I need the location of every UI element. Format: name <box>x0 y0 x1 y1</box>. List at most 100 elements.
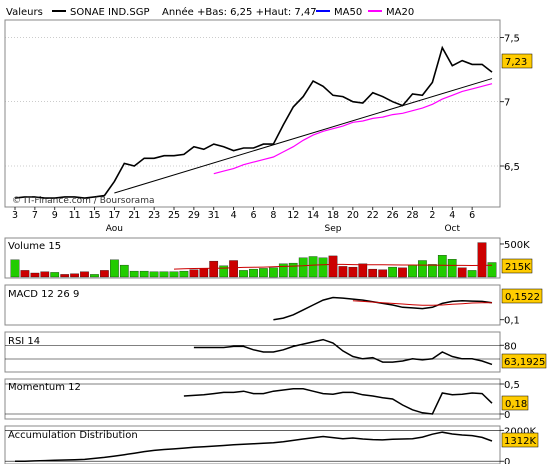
x-tick-label-1: 7 <box>32 210 38 221</box>
volume-bar-37 <box>378 269 388 278</box>
rsi-tick-label-0: 80 <box>504 341 517 352</box>
volume-bar-21 <box>219 265 229 278</box>
x-axis-months: Aou Sep Oct <box>106 224 461 234</box>
volume-bar-14 <box>149 271 159 278</box>
price-series-line <box>14 45 493 199</box>
source-credit: © IT-Finance.com / Boursorama <box>12 196 154 206</box>
volume-bar-42 <box>428 264 437 278</box>
accdist-series-line-0 <box>15 431 493 462</box>
volume-bar-26 <box>269 267 278 278</box>
volume-bar-35 <box>358 263 368 278</box>
volume-bar-34 <box>348 266 358 278</box>
x-tick-label-22: 4 <box>449 210 455 221</box>
momentum-panel-title: Momentum 12 <box>8 382 81 393</box>
instrument-name: SONAE IND.SGP <box>70 7 149 18</box>
volume-bar-23 <box>239 270 248 278</box>
macd-panel-frame <box>4 284 501 326</box>
accdist-badge-text: 1312K <box>504 436 536 447</box>
volume-bar-11 <box>119 264 129 278</box>
momentum-badge-box <box>501 395 529 411</box>
momentum-badge-text: 0,18 <box>505 399 527 410</box>
x-tick-label-18: 22 <box>367 210 379 221</box>
x-tick-label-15: 14 <box>307 210 319 221</box>
trendline <box>114 78 493 194</box>
accdist-panel-frame <box>4 425 501 464</box>
volume-bar-18 <box>189 269 199 278</box>
volume-bar-45 <box>457 267 467 278</box>
macd-lines <box>273 296 493 321</box>
accdist-lines <box>15 431 493 462</box>
macd-badge-box <box>501 288 543 304</box>
volume-badge-text: 215K <box>505 262 531 273</box>
x-tick-label-0: 3 <box>12 210 18 221</box>
volume-bar-7 <box>80 271 89 278</box>
volume-bar-20 <box>209 260 219 278</box>
volume-bar-29 <box>298 257 308 278</box>
volume-bar-33 <box>338 266 348 278</box>
volume-bar-40 <box>408 264 417 278</box>
momentum-y-ticks: 0,50 <box>5 380 520 421</box>
x-tick-label-13: 8 <box>270 210 276 221</box>
volume-bar-0 <box>10 259 20 278</box>
price-last-value-badge: 7,23 <box>501 53 533 69</box>
volume-bar-16 <box>169 271 179 278</box>
volume-bar-22 <box>229 260 238 278</box>
ma20-legend-label: MA20 <box>386 7 414 18</box>
price-y-ticks: 7,5 7 6,5 <box>500 33 520 173</box>
x-tick-label-10: 31 <box>208 210 220 221</box>
x-tick-label-7: 23 <box>148 210 160 221</box>
price-badge-text: 7,23 <box>505 57 527 68</box>
price-lines <box>14 45 493 199</box>
x-tick-label-11: 4 <box>231 210 237 221</box>
volume-bar-12 <box>129 270 139 278</box>
volume-bar-15 <box>159 271 169 278</box>
volume-bars <box>10 242 497 278</box>
x-month-label-1: Sep <box>325 224 342 234</box>
volume-bar-3 <box>40 271 50 278</box>
macd-y-ticks: 0,1 <box>500 316 520 327</box>
x-tick-label-2: 9 <box>52 210 58 221</box>
rsi-badge-text: 63,1925 <box>504 357 545 368</box>
volume-bar-27 <box>278 263 288 278</box>
volume-bar-46 <box>467 270 477 278</box>
x-tick-label-6: 21 <box>128 210 140 221</box>
volume-bar-1 <box>20 270 30 278</box>
macd-badge-text: 0,1522 <box>505 292 540 303</box>
volume-bar-43 <box>437 255 447 278</box>
macd-series-line-1 <box>352 300 492 306</box>
volume-bar-19 <box>199 268 209 278</box>
volume-bar-9 <box>100 270 109 278</box>
accdist-badge-box <box>501 432 539 448</box>
momentum-last-value-badge: 0,18 <box>501 395 529 411</box>
volume-ma-series-line <box>173 263 493 270</box>
x-tick-label-14: 12 <box>287 210 299 221</box>
volume-last-value-badge: 215K <box>501 258 533 274</box>
volume-badge-box <box>501 258 533 274</box>
macd-tick-label-0: 0,1 <box>504 316 520 327</box>
price-tick-label-1: 7 <box>504 98 510 109</box>
year-stats: Année +Bas: 6,25 +Haut: 7,47 <box>162 6 317 18</box>
price-panel-frame <box>4 19 501 208</box>
volume-bar-4 <box>50 272 60 278</box>
volume-panel-title: Volume 15 <box>8 241 61 252</box>
panel-frames <box>4 19 501 464</box>
x-month-label-0: Aou <box>106 224 123 234</box>
accdist-tick-label-1: 0 <box>504 457 510 464</box>
rsi-y-ticks: 80 <box>5 341 517 360</box>
momentum-panel-frame <box>4 378 501 420</box>
volume-bar-39 <box>398 267 407 278</box>
momentum-lines <box>183 388 493 415</box>
rsi-lines <box>193 338 493 366</box>
rsi-last-value-badge: 63,1925 <box>501 353 547 369</box>
volume-bar-6 <box>70 273 79 278</box>
rsi-badge-box <box>501 353 547 369</box>
macd-last-value-badge: 0,1522 <box>501 288 543 304</box>
volume-bar-31 <box>318 257 328 278</box>
volume-bar-24 <box>249 268 258 278</box>
x-tick-label-20: 28 <box>406 210 418 221</box>
volume-bar-30 <box>308 256 318 278</box>
x-tick-label-21: 2 <box>429 210 435 221</box>
volume-bar-47 <box>477 242 487 278</box>
